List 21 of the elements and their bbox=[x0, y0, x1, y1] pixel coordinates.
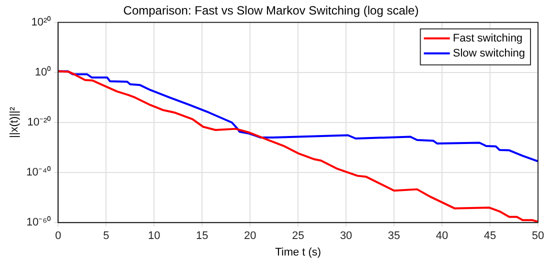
legend-label: Fast switching bbox=[452, 32, 523, 44]
y-tick-label: 10⁻⁴⁰ bbox=[26, 166, 52, 179]
x-tick-label: 10 bbox=[148, 230, 160, 242]
chart-title: Comparison: Fast vs Slow Markov Switching (log scale) bbox=[123, 4, 419, 18]
x-tick-label: 50 bbox=[532, 230, 544, 242]
x-tick-label: 0 bbox=[55, 230, 62, 242]
x-tick-label: 45 bbox=[484, 230, 496, 242]
x-tick-label: 5 bbox=[103, 230, 110, 242]
x-tick-label: 15 bbox=[196, 230, 208, 242]
x-axis-title: Time t (s) bbox=[275, 246, 322, 258]
x-tick-label: 30 bbox=[340, 230, 352, 242]
y-tick-label: 10⁻²⁰ bbox=[27, 116, 52, 129]
x-tick-label: 25 bbox=[292, 230, 304, 242]
x-tick-label: 40 bbox=[436, 230, 448, 242]
x-tick-label: 35 bbox=[388, 230, 400, 242]
y-axis-title: ||x(t)||² bbox=[8, 106, 21, 138]
y-tick-label: 10²⁰ bbox=[31, 15, 52, 28]
legend-label: Slow switching bbox=[452, 47, 525, 60]
x-tick-label: 20 bbox=[244, 230, 256, 242]
y-tick-label: 10⁰ bbox=[34, 65, 52, 78]
y-tick-label: 10⁻⁶⁰ bbox=[26, 216, 52, 229]
